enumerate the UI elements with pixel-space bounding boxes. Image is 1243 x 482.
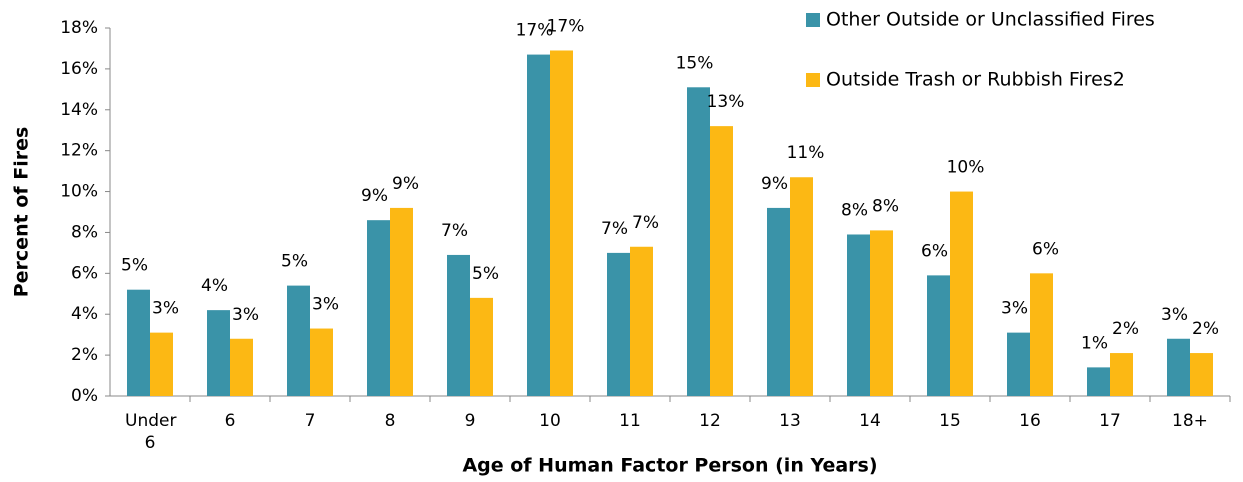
- bar: [447, 254, 470, 396]
- legend-swatch: [806, 73, 820, 87]
- bar: [1167, 338, 1190, 396]
- bar: [927, 275, 950, 396]
- y-tick-label: 4%: [71, 304, 98, 324]
- y-axis-title: Percent of Fires: [11, 127, 33, 298]
- bar: [527, 54, 550, 396]
- data-label: 8%: [841, 200, 868, 220]
- y-tick-label: 10%: [60, 182, 98, 202]
- data-label: 3%: [312, 295, 339, 315]
- data-label: 6%: [921, 241, 948, 261]
- bar: [1007, 332, 1030, 396]
- bar: [127, 289, 150, 396]
- data-label: 17%: [547, 16, 585, 36]
- y-tick-label: 8%: [71, 222, 98, 242]
- bar: [607, 252, 630, 396]
- y-tick-label: 6%: [71, 263, 98, 283]
- data-label: 17%: [516, 21, 554, 41]
- x-tick-label: 7: [304, 411, 316, 431]
- data-label: 9%: [392, 174, 419, 194]
- x-tick-label: Under 6: [125, 411, 177, 453]
- data-label: 10%: [947, 158, 985, 178]
- bar: [687, 87, 710, 397]
- data-label: 7%: [441, 221, 468, 241]
- bar: [390, 207, 413, 396]
- x-axis-title: Age of Human Factor Person (in Years): [462, 455, 877, 477]
- legend-label: Outside Trash or Rubbish Fires2: [826, 69, 1125, 91]
- data-label: 5%: [472, 264, 499, 284]
- x-tick-label: 10: [539, 411, 561, 431]
- x-tick-label: 9: [464, 411, 476, 431]
- data-label: 3%: [1161, 305, 1188, 325]
- y-tick-label: 12%: [60, 141, 98, 161]
- bar: [950, 191, 973, 396]
- bar: [150, 332, 173, 396]
- data-label: 2%: [1192, 319, 1219, 339]
- data-label: 11%: [787, 143, 825, 163]
- data-label: 13%: [707, 92, 745, 112]
- y-tick-label: 16%: [60, 59, 98, 79]
- data-label: 3%: [152, 299, 179, 319]
- bar: [790, 177, 813, 396]
- x-tick-label: 16: [1019, 411, 1041, 431]
- data-label: 9%: [361, 186, 388, 206]
- x-tick-label: 13: [779, 411, 801, 431]
- y-tick-label: 2%: [71, 345, 98, 365]
- x-tick-label: 18+: [1172, 411, 1208, 431]
- x-tick-label: 6: [224, 411, 236, 431]
- x-tick-label: 14: [859, 411, 881, 431]
- bar: [1087, 367, 1110, 396]
- data-label: 3%: [232, 305, 259, 325]
- x-tick-label: 8: [384, 411, 396, 431]
- y-tick-label: 18%: [60, 18, 98, 38]
- data-label: 6%: [1032, 239, 1059, 259]
- legend-label: Other Outside or Unclassified Fires: [826, 9, 1155, 31]
- x-tick-label: 15: [939, 411, 961, 431]
- data-label: 15%: [676, 53, 714, 73]
- data-label: 2%: [1112, 319, 1139, 339]
- data-label: 4%: [201, 276, 228, 296]
- bar: [470, 297, 493, 396]
- bar: [847, 234, 870, 396]
- data-label: 1%: [1081, 333, 1108, 353]
- bar: [367, 220, 390, 396]
- bar: [1030, 273, 1053, 396]
- bar: [1190, 353, 1213, 396]
- y-tick-label: 0%: [71, 386, 98, 406]
- data-label: 3%: [1001, 299, 1028, 319]
- legend-swatch: [806, 13, 820, 27]
- bar: [207, 310, 230, 396]
- bar: [1110, 353, 1133, 396]
- bar: [630, 246, 653, 396]
- x-tick-label: 17: [1099, 411, 1121, 431]
- data-label: 5%: [281, 252, 308, 272]
- data-label: 7%: [601, 219, 628, 239]
- data-label: 8%: [872, 196, 899, 216]
- bar: [287, 285, 310, 396]
- data-label: 9%: [761, 174, 788, 194]
- data-label: 5%: [121, 256, 148, 276]
- bar: [767, 207, 790, 396]
- bar: [230, 338, 253, 396]
- x-tick-label: 11: [619, 411, 641, 431]
- data-label: 7%: [632, 213, 659, 233]
- bar: [310, 328, 333, 396]
- bar: [870, 230, 893, 396]
- bar: [710, 126, 733, 396]
- x-tick-label: 12: [699, 411, 721, 431]
- y-tick-label: 14%: [60, 100, 98, 120]
- bar: [550, 50, 573, 396]
